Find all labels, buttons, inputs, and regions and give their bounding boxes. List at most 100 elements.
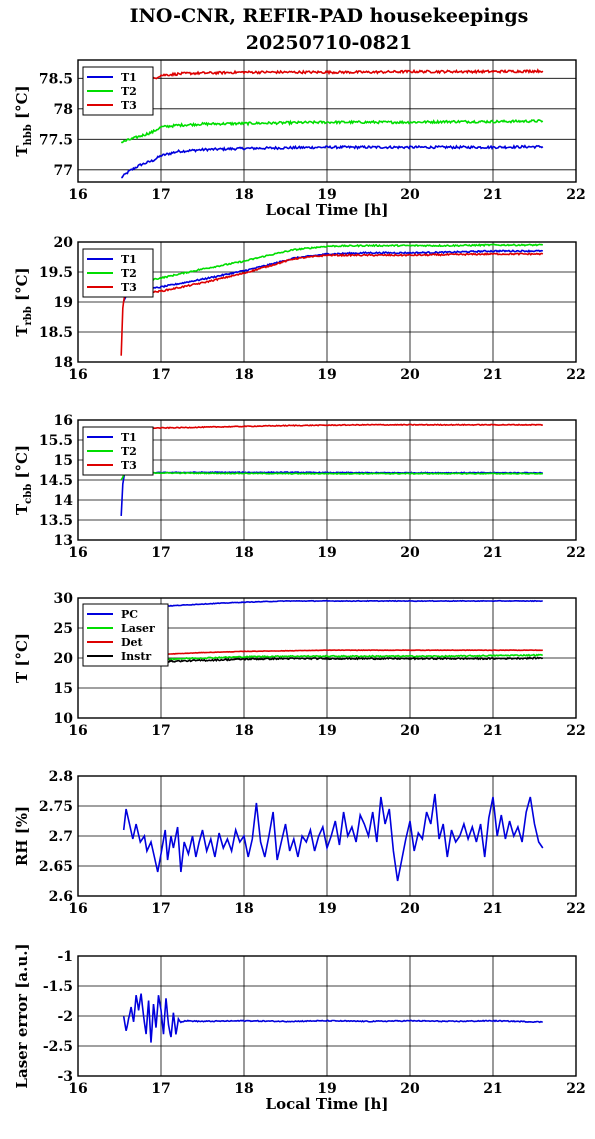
x-tick-label: 19 [317, 723, 336, 739]
y-tick-label: 2.6 [49, 889, 73, 905]
x-tick-label: 22 [566, 723, 585, 739]
y-tick-label: -1 [57, 949, 73, 965]
legend-label: Laser [121, 622, 155, 635]
y-tick-label: 78 [54, 102, 73, 118]
x-tick-label: 20 [400, 1081, 420, 1097]
series-line [122, 793, 544, 882]
y-axis-label: Tcbb [°C] [13, 445, 34, 515]
x-tick-label: 16 [68, 545, 87, 561]
series-line-t2 [122, 243, 544, 294]
legend-label: T1 [121, 71, 137, 84]
plot-frame [77, 419, 577, 541]
chart-panel-6: 16 17 18 19 20 21 22 -3 -2.5 -2 -1.5 -1 Local Time [… [13, 943, 586, 1113]
x-tick-label: 18 [234, 723, 253, 739]
legend-label: T3 [121, 459, 137, 472]
y-tick-label: 19.5 [39, 265, 73, 281]
chart-panel-1: 16 17 18 19 20 21 22 77 77.5 78 78.5 Local Time [h]… [13, 59, 586, 219]
x-tick-label: 16 [68, 723, 87, 739]
x-tick-label: 19 [317, 901, 336, 917]
y-tick-label: 13 [54, 533, 73, 549]
y-tick-label: 77.5 [39, 132, 73, 148]
y-tick-label: 2.65 [39, 859, 73, 875]
legend-label: T2 [121, 445, 137, 458]
y-tick-label: 19 [54, 295, 73, 311]
x-tick-label: 17 [151, 1081, 170, 1097]
y-tick-label: 25 [54, 621, 73, 637]
x-tick-label: 17 [151, 901, 170, 917]
x-tick-label: 20 [400, 545, 420, 561]
legend-label: T1 [121, 431, 137, 444]
chart-panel-5: 16 17 18 19 20 21 22 2.6 2.65 2.7 2.75 2.8 RH [%] [13, 769, 586, 917]
y-tick-label: 15 [54, 453, 73, 469]
x-tick-label: 17 [151, 367, 170, 383]
x-tick-label: 16 [68, 1081, 87, 1097]
x-tick-label: 20 [400, 723, 420, 739]
plot-frame [77, 597, 577, 719]
legend-label: Instr [121, 650, 151, 663]
x-tick-label: 18 [234, 545, 253, 561]
series-line-instr [119, 656, 544, 664]
y-tick-label: 10 [54, 711, 74, 727]
y-tick-label: 18 [54, 355, 73, 371]
x-tick-label: 16 [68, 187, 87, 203]
x-tick-label: 22 [566, 367, 585, 383]
x-tick-label: 16 [68, 901, 87, 917]
figure-title: INO-CNR, REFIR-PAD housekeepings [130, 5, 529, 27]
x-tick-label: 19 [317, 187, 336, 203]
series-line-t3 [135, 68, 544, 83]
x-axis-label: Local Time [h] [266, 1095, 389, 1113]
legend-label: Det [121, 636, 144, 649]
x-tick-label: 18 [234, 901, 253, 917]
y-tick-label: -3 [57, 1069, 73, 1085]
plot-frame [77, 775, 577, 897]
y-tick-label: -2 [57, 1009, 73, 1025]
y-tick-label: 18.5 [39, 325, 73, 341]
series-line-laser [119, 653, 543, 663]
x-tick-label: 22 [566, 1081, 585, 1097]
series-line-t1 [120, 471, 544, 516]
x-tick-label: 19 [317, 545, 336, 561]
x-tick-label: 20 [400, 901, 420, 917]
figure-subtitle: 20250710-0821 [246, 32, 413, 54]
x-tick-label: 21 [483, 1081, 502, 1097]
y-tick-label: 2.8 [49, 769, 73, 785]
legend-label: T3 [121, 281, 137, 294]
y-tick-label: 77 [54, 163, 73, 179]
y-axis-label: Laser error [a.u.] [13, 943, 31, 1088]
y-tick-label: 14.5 [39, 473, 73, 489]
legend-label: T2 [121, 85, 137, 98]
chart-panel-3: 16 17 18 19 20 21 22 13 13.5 14 14.5 15 15.5 16 Tcbb [… [13, 413, 586, 561]
x-tick-label: 19 [317, 367, 336, 383]
x-tick-label: 21 [483, 723, 502, 739]
x-tick-label: 20 [400, 187, 420, 203]
series-line-t3 [120, 252, 544, 356]
x-tick-label: 21 [483, 545, 502, 561]
x-tick-label: 22 [566, 187, 585, 203]
x-axis-label: Local Time [h] [266, 201, 389, 219]
y-tick-label: 15 [54, 681, 73, 697]
series-line-t3 [135, 423, 544, 430]
legend-label: T2 [121, 267, 137, 280]
x-tick-label: 21 [483, 187, 502, 203]
y-tick-label: -2.5 [43, 1039, 73, 1055]
y-tick-label: 13.5 [39, 513, 73, 529]
series-line-t2 [120, 118, 544, 144]
legend-label: T3 [121, 99, 137, 112]
legend-label: PC [121, 608, 138, 621]
x-tick-label: 21 [483, 367, 502, 383]
series-line-t1 [121, 144, 544, 179]
x-tick-label: 22 [566, 545, 585, 561]
y-tick-label: 30 [54, 591, 74, 607]
y-tick-label: 2.75 [39, 799, 73, 815]
x-tick-label: 17 [151, 723, 170, 739]
y-tick-label: -1.5 [43, 979, 73, 995]
y-tick-label: 2.7 [49, 829, 73, 845]
y-tick-label: 78.5 [39, 71, 73, 87]
plot-frame [77, 241, 577, 363]
y-axis-label: Trbb [°C] [13, 267, 34, 336]
x-tick-label: 18 [234, 367, 253, 383]
